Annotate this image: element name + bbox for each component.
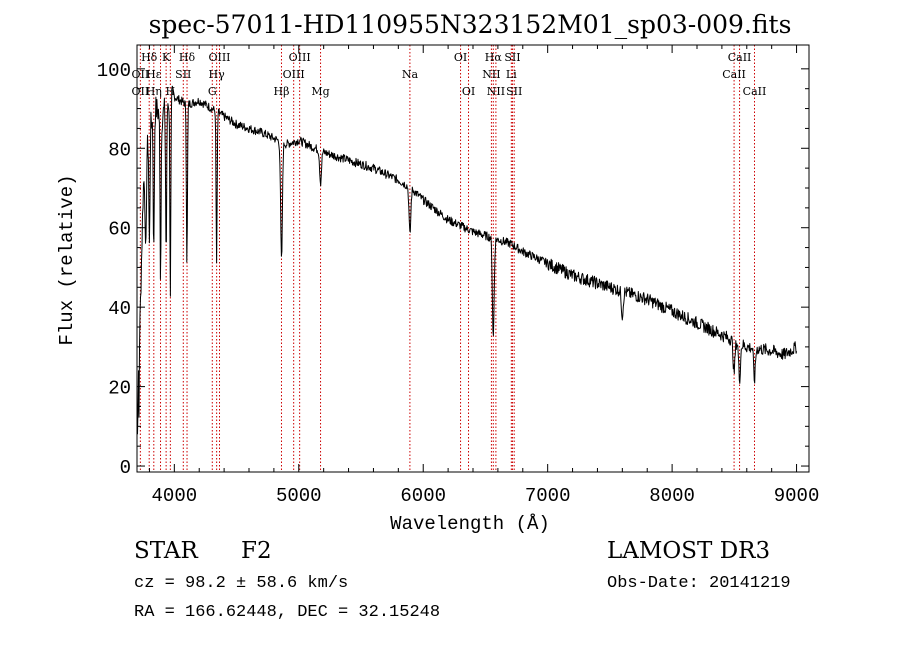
line-marker-label: Na — [402, 68, 419, 81]
y-tick-label: 100 — [97, 60, 131, 82]
spectral-subclass: F2 — [241, 538, 272, 564]
line-marker-label: OI — [454, 51, 467, 64]
line-marker-label: OII — [132, 68, 150, 81]
line-marker-label: Hε — [146, 68, 162, 81]
line-marker-label: OII — [132, 85, 150, 98]
line-marker-label: SII — [175, 68, 191, 81]
x-axis-ticks: 4000 5000 6000 7000 8000 9000 — [148, 45, 820, 507]
line-marker-label: OI — [462, 85, 475, 98]
line-marker-label: Hγ — [209, 68, 226, 81]
object-type: STAR — [134, 538, 198, 564]
line-marker-label: Mg — [311, 85, 329, 98]
chart-title: spec-57011-HD110955N323152M01_sp03-009.f… — [149, 10, 792, 39]
x-tick-label: 8000 — [649, 485, 695, 507]
y-tick-label: 40 — [108, 298, 131, 320]
y-axis-label: Flux (relative) — [56, 174, 78, 345]
line-marker-label: Hβ — [274, 85, 290, 98]
y-tick-label: 60 — [108, 219, 131, 241]
redshift-velocity: cz = 98.2 ± 58.6 km/s — [134, 574, 349, 593]
x-tick-label: 9000 — [774, 485, 820, 507]
y-tick-label: 80 — [108, 139, 131, 161]
line-marker-label: OIII — [283, 68, 305, 81]
line-marker-label: CaII — [743, 85, 767, 98]
line-marker-label: NII — [482, 68, 500, 81]
spectrum-series-line — [136, 85, 798, 435]
line-marker-label: CaII — [722, 68, 746, 81]
line-marker-label: Hα — [485, 51, 503, 64]
line-marker-label: SII — [504, 51, 520, 64]
line-marker-label: H — [166, 85, 176, 98]
x-tick-label: 7000 — [525, 485, 571, 507]
line-marker-label: OIII — [208, 51, 230, 64]
line-marker-label: SII — [506, 85, 522, 98]
x-axis-label: Wavelength (Å) — [390, 513, 550, 535]
line-marker-label: OIII — [289, 51, 311, 64]
line-marker-lines — [139, 45, 755, 472]
line-marker-label: Hη — [146, 85, 162, 98]
x-tick-label: 6000 — [400, 485, 446, 507]
y-axis-ticks: 0 20 40 60 80 100 — [97, 60, 809, 479]
x-tick-label: 5000 — [276, 485, 322, 507]
line-marker-label: Hδ — [179, 51, 196, 64]
line-marker-label: Li — [506, 68, 517, 81]
y-tick-label: 20 — [108, 378, 131, 400]
y-tick-label: 0 — [120, 457, 131, 479]
line-marker-label: CaII — [728, 51, 752, 64]
x-tick-label: 4000 — [152, 485, 198, 507]
observation-date: Obs-Date: 20141219 — [607, 574, 791, 593]
survey-name: LAMOST DR3 — [607, 538, 771, 564]
line-marker-label: G — [208, 85, 217, 98]
line-marker-label: K — [162, 51, 171, 64]
line-marker-label: NII — [487, 85, 505, 98]
plot-frame — [136, 44, 810, 473]
line-marker-label: Hδ — [141, 51, 158, 64]
coordinates: RA = 166.62448, DEC = 32.15248 — [134, 603, 441, 622]
